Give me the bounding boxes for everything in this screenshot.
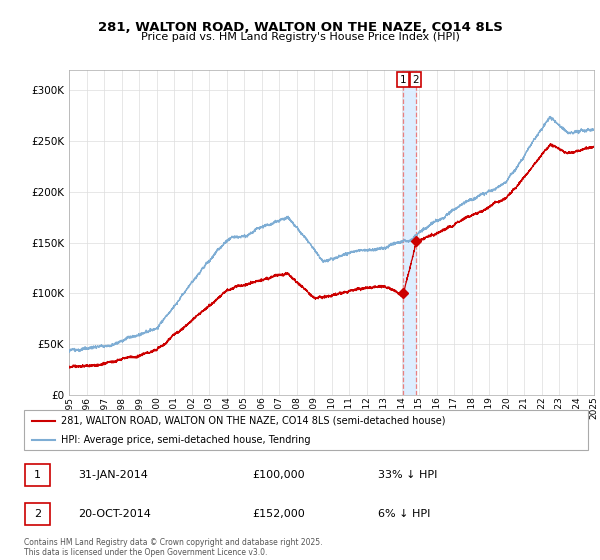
Text: 281, WALTON ROAD, WALTON ON THE NAZE, CO14 8LS (semi-detached house): 281, WALTON ROAD, WALTON ON THE NAZE, CO… (61, 416, 445, 426)
Text: 1: 1 (400, 74, 406, 85)
Text: 6% ↓ HPI: 6% ↓ HPI (378, 509, 430, 519)
Text: Price paid vs. HM Land Registry's House Price Index (HPI): Price paid vs. HM Land Registry's House … (140, 32, 460, 43)
Text: HPI: Average price, semi-detached house, Tendring: HPI: Average price, semi-detached house,… (61, 435, 310, 445)
FancyBboxPatch shape (25, 464, 50, 486)
FancyBboxPatch shape (25, 503, 50, 525)
Text: 33% ↓ HPI: 33% ↓ HPI (378, 470, 437, 479)
Text: 31-JAN-2014: 31-JAN-2014 (78, 470, 148, 479)
Text: Contains HM Land Registry data © Crown copyright and database right 2025.
This d: Contains HM Land Registry data © Crown c… (24, 538, 323, 557)
Text: 2: 2 (412, 74, 419, 85)
Text: £152,000: £152,000 (252, 509, 305, 519)
Text: 281, WALTON ROAD, WALTON ON THE NAZE, CO14 8LS: 281, WALTON ROAD, WALTON ON THE NAZE, CO… (98, 21, 502, 34)
FancyBboxPatch shape (24, 410, 588, 450)
Text: £100,000: £100,000 (252, 470, 305, 479)
Bar (403, 70, 416, 395)
Text: 20-OCT-2014: 20-OCT-2014 (78, 509, 151, 519)
Text: 1: 1 (34, 470, 41, 479)
Text: 2: 2 (34, 509, 41, 519)
